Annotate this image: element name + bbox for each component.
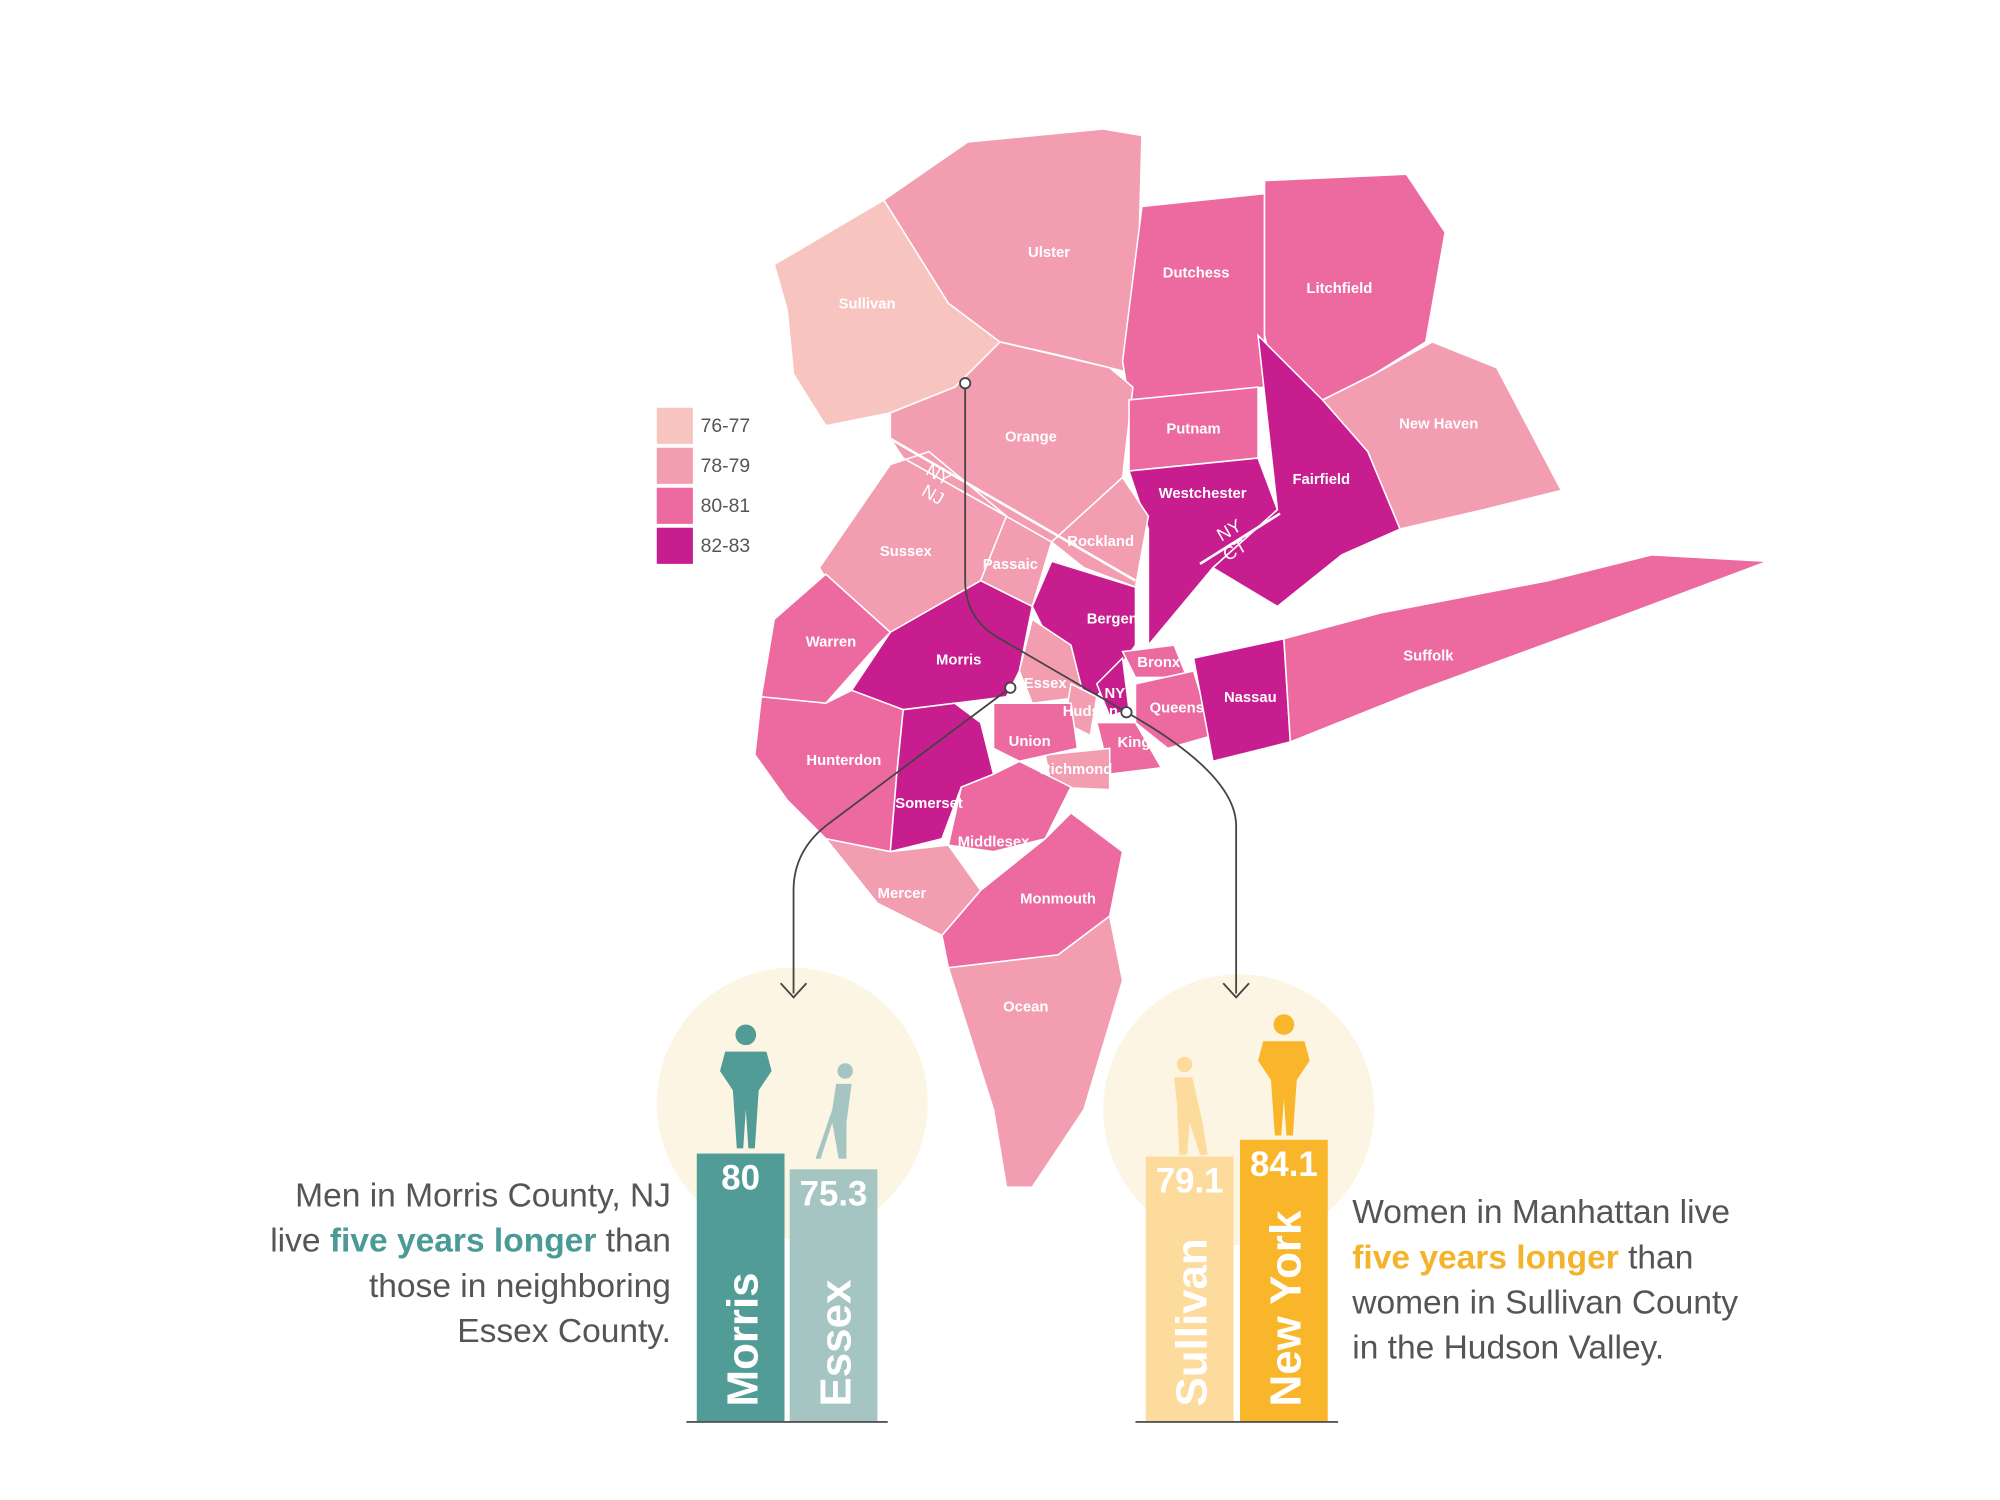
county <box>992 702 1079 763</box>
county <box>947 760 1073 853</box>
callout-arrow <box>1222 982 1250 999</box>
caption-line: Essex County. <box>457 1313 671 1350</box>
highlight-circle <box>1103 974 1375 1246</box>
county-label: Bronx <box>1137 655 1181 671</box>
person-icon <box>1174 1056 1208 1155</box>
county-label: Suffolk <box>1403 649 1454 665</box>
legend-label: 78-79 <box>701 455 750 477</box>
caption-text: Women in Manhattan live <box>1352 1194 1730 1231</box>
county-label: NY <box>1105 686 1126 702</box>
bar-name: Essex <box>811 1279 860 1406</box>
legend-label: 76-77 <box>701 415 750 437</box>
person-icon <box>815 1063 853 1159</box>
state-border <box>889 437 1137 582</box>
callout-dot <box>1004 681 1017 694</box>
county-label: Fairfield <box>1292 472 1350 488</box>
caption-line: Women in Manhattan live <box>1352 1194 1730 1231</box>
caption-text: in the Hudson Valley. <box>1352 1330 1664 1367</box>
bar <box>789 1169 878 1422</box>
bar-value: 79.1 <box>1156 1162 1224 1201</box>
county-label: Essex <box>1024 676 1068 692</box>
county-label: Mercer <box>878 886 927 902</box>
caption-line: live five years longer than <box>270 1223 671 1260</box>
county-label: Bergen <box>1087 611 1138 627</box>
caption-line: women in Sullivan County <box>1351 1285 1738 1322</box>
legend-label: 82-83 <box>701 535 750 557</box>
county-label: Richmond <box>1040 762 1113 778</box>
county-label: Sullivan <box>839 296 896 312</box>
caption-line: five years longer than <box>1352 1239 1693 1276</box>
callout-line <box>964 383 1238 994</box>
county-label: Kings <box>1117 735 1158 751</box>
bar <box>1240 1139 1328 1422</box>
callout-line <box>792 687 1011 994</box>
county-label: Monmouth <box>1020 891 1096 907</box>
county-label: Putnam <box>1166 422 1220 438</box>
people-icons <box>720 1014 1310 1159</box>
caption-line: those in neighboring <box>369 1268 671 1305</box>
county-label: Hudson <box>1063 704 1118 720</box>
county-label: Rockland <box>1067 534 1134 550</box>
callout-arrow <box>779 982 808 999</box>
county-label: Nassau <box>1224 690 1277 706</box>
caption-line: in the Hudson Valley. <box>1352 1330 1664 1367</box>
county-label: Ulster <box>1028 245 1070 261</box>
caption-text: those in neighboring <box>369 1268 671 1305</box>
legend-swatch <box>656 407 693 444</box>
callout-dot <box>1120 706 1133 719</box>
legend-label: 80-81 <box>701 495 750 517</box>
map: Sullivan Ulster Dutchess Litchfield Orange Pu… <box>656 128 1769 1188</box>
legend-swatch <box>656 447 693 484</box>
county-label: New Haven <box>1399 416 1478 432</box>
county <box>947 914 1124 1188</box>
county-label: Dutchess <box>1163 265 1230 281</box>
county <box>1121 192 1266 401</box>
caption-text: women in Sullivan County <box>1351 1285 1738 1322</box>
person-icon <box>1258 1014 1310 1136</box>
caption-text: five years longer <box>1352 1239 1619 1276</box>
county-label: Queens <box>1150 700 1204 716</box>
callout-dot <box>959 377 972 390</box>
county-label: Litchfield <box>1306 281 1372 297</box>
caption-text: than <box>1619 1239 1694 1276</box>
county-label: Passaic <box>983 557 1038 573</box>
county-label: Sussex <box>880 544 933 560</box>
caption-text: than <box>596 1223 671 1260</box>
county <box>1283 554 1769 744</box>
county-label: Orange <box>1005 429 1057 445</box>
county-label: Westchester <box>1159 486 1247 502</box>
county-label: Morris <box>936 653 981 669</box>
bar <box>696 1153 785 1422</box>
state-border <box>1199 512 1281 565</box>
bar <box>1145 1156 1234 1422</box>
county <box>754 689 905 853</box>
bar-value: 75.3 <box>800 1174 868 1213</box>
legend-swatch <box>656 487 693 524</box>
caption-text: five years longer <box>330 1223 597 1260</box>
bar-value: 84.1 <box>1250 1145 1318 1184</box>
captions: Men in Morris County, NJ live five years … <box>270 1177 1738 1366</box>
legend-swatch <box>656 527 693 564</box>
county-label: Union <box>1009 734 1051 750</box>
county <box>882 128 1143 376</box>
bar-groups: 80 Morris 75.3 Essex 79.1 Sullivan 84.1 New Yor… <box>686 1139 1339 1423</box>
county-label: Middlesex <box>958 835 1030 851</box>
county-label: Hunterdon <box>806 753 881 769</box>
county-label: Ocean <box>1003 1000 1048 1016</box>
caption-text: Essex County. <box>457 1313 671 1350</box>
county-label: Somerset <box>895 796 963 812</box>
caption-line: Men in Morris County, NJ <box>295 1177 671 1214</box>
county <box>1050 476 1150 589</box>
caption-text: live <box>270 1223 330 1260</box>
caption-text: Men in Morris County, NJ <box>295 1177 671 1214</box>
county-label: Warren <box>806 635 857 651</box>
county <box>1018 618 1085 705</box>
bar-name: Morris <box>718 1272 767 1406</box>
bar-value: 80 <box>721 1159 760 1198</box>
bar-name: New York <box>1262 1210 1311 1406</box>
person-icon <box>720 1024 772 1149</box>
bar-name: Sullivan <box>1167 1238 1216 1406</box>
